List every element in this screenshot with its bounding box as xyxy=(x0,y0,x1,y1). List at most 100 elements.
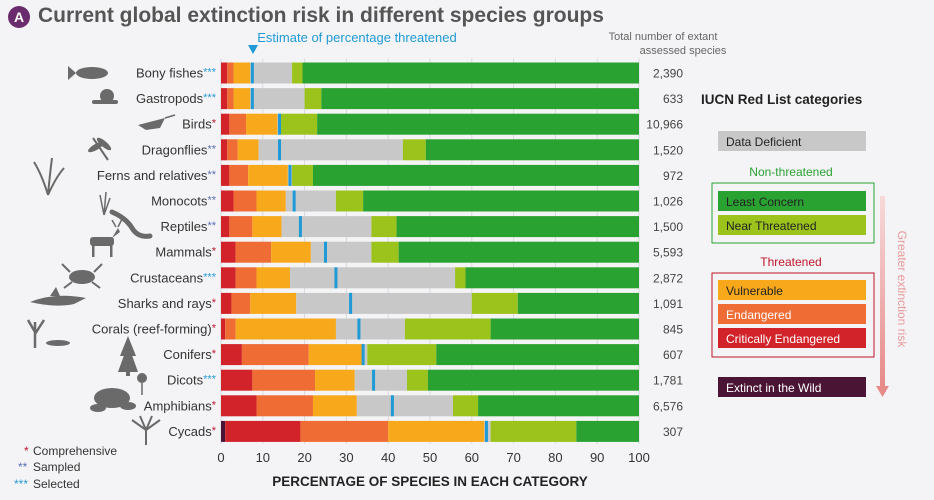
species-total: 845 xyxy=(663,323,683,337)
estimate-arrow-icon xyxy=(248,45,258,54)
x-tick-label: 10 xyxy=(256,450,270,465)
bar-segment-data-deficient xyxy=(354,369,408,391)
bar-segment-least-concern xyxy=(427,369,639,391)
bar-segment-data-deficient xyxy=(250,62,293,84)
bar-segment-critically-endangered xyxy=(225,420,301,442)
x-tick-label: 20 xyxy=(297,450,311,465)
bar-segment-least-concern xyxy=(436,344,639,366)
bar-segment-least-concern xyxy=(321,88,639,110)
row-label-crustaceans: Crustaceans*** xyxy=(130,270,217,285)
legend-swatch-near-threatened xyxy=(718,215,866,235)
legend-swatch-least-concern xyxy=(718,191,866,211)
fish-icon xyxy=(68,66,108,80)
row-label-reptiles: Reptiles** xyxy=(160,219,216,234)
bar-segment-near-threatened xyxy=(407,369,428,391)
row-label-amphibians: Amphibians* xyxy=(144,398,217,413)
legend-swatch-data-deficient xyxy=(718,131,866,151)
x-tick-label: 80 xyxy=(548,450,562,465)
footnote-comprehensive-mark: * xyxy=(24,444,29,458)
bar-segment-data-deficient xyxy=(363,344,368,366)
bar-segment-vulnerable xyxy=(256,190,286,212)
bar-segment-endangered xyxy=(227,62,234,84)
bar-segment-least-concern xyxy=(363,190,639,212)
estimate-marker xyxy=(278,139,282,161)
non-threatened-box xyxy=(711,182,875,244)
bar-segment-least-concern xyxy=(465,267,639,289)
bar-segment-critically-endangered xyxy=(221,62,228,84)
x-tick-label: 0 xyxy=(217,450,224,465)
row-label-dicots: Dicots*** xyxy=(167,373,217,388)
bar-segment-vulnerable xyxy=(315,369,355,391)
estimate-marker xyxy=(250,88,254,110)
shark-icon xyxy=(30,287,86,306)
bar-segment-least-concern xyxy=(398,241,639,263)
x-tick-label: 50 xyxy=(423,450,437,465)
fern-icon xyxy=(33,157,65,196)
legend-label-endangered: Endangered xyxy=(726,308,791,322)
x-tick-label: 100 xyxy=(628,450,650,465)
bar-segment-data-deficient xyxy=(281,216,372,238)
total-header-line-2: assessed species xyxy=(640,45,727,57)
footnote-comprehensive: Comprehensive xyxy=(33,444,117,458)
risk-gradient-bar xyxy=(880,196,885,386)
row-label-birds: Birds* xyxy=(182,117,217,132)
bar-segment-near-threatened xyxy=(371,216,397,238)
estimate-marker xyxy=(372,369,376,391)
legend-label-least-concern: Least Concern xyxy=(726,195,804,209)
bird-icon xyxy=(138,114,176,130)
footnote-selected-mark: *** xyxy=(14,477,28,491)
bar-segment-endangered xyxy=(225,318,236,340)
species-total: 1,091 xyxy=(653,297,683,311)
bar-segment-near-threatened xyxy=(455,267,466,289)
row-label-monocots: Monocots** xyxy=(151,194,217,209)
bar-segment-critically-endangered xyxy=(221,216,230,238)
bar-segment-endangered xyxy=(233,190,257,212)
bar-segment-extinct-in-the-wild xyxy=(221,420,226,442)
bar-segment-vulnerable xyxy=(252,216,282,238)
estimate-marker xyxy=(484,420,488,442)
legend-swatch-extinct-in-the-wild xyxy=(718,377,866,397)
bar-segment-endangered xyxy=(231,292,251,314)
bar-segment-data-deficient xyxy=(285,190,336,212)
estimate-marker xyxy=(390,395,394,417)
estimate-label: Estimate of percentage threatened xyxy=(257,30,456,45)
title-badge: A xyxy=(8,6,30,28)
bar-segment-vulnerable xyxy=(312,395,357,417)
footnotes: * Comprehensive ** Sampled *** Selected xyxy=(14,444,117,491)
bar-segment-endangered xyxy=(300,420,389,442)
cycad-icon xyxy=(131,415,161,445)
species-totals: 2,390 633 10,966 1,520 972 1,026 1,500 5,593 2,8… xyxy=(646,67,683,439)
legend-swatch-critically-endangered xyxy=(718,328,866,348)
bar-segment-least-concern xyxy=(576,420,639,442)
x-axis-label: PERCENTAGE OF SPECIES IN EACH CATEGORY xyxy=(272,474,588,489)
bar-segment-near-threatened xyxy=(292,164,313,186)
bar-segment-endangered xyxy=(227,139,238,161)
row-label-conifers: Conifers* xyxy=(163,347,216,362)
bar-segment-vulnerable xyxy=(271,241,311,263)
bar-segment-data-deficient xyxy=(250,88,305,110)
species-total: 10,966 xyxy=(646,118,683,132)
legend-label-extinct-in-the-wild: Extinct in the Wild xyxy=(726,381,821,395)
bar-segment-near-threatened xyxy=(304,88,322,110)
bar-segment-near-threatened xyxy=(335,190,364,212)
row-label-corals-reef-forming: Corals (reef-forming)* xyxy=(92,322,217,337)
bar-segment-near-threatened xyxy=(279,113,318,135)
estimate-marker xyxy=(324,241,327,263)
bar-segment-data-deficient xyxy=(310,241,372,263)
estimate-marker xyxy=(334,267,338,289)
species-total: 1,500 xyxy=(653,220,683,234)
species-icons xyxy=(26,66,176,445)
bar-segment-critically-endangered xyxy=(221,395,257,417)
bar-segment-near-threatened xyxy=(452,395,479,417)
row-label-sharks-and-rays: Sharks and rays* xyxy=(118,296,217,311)
bar-segment-data-deficient xyxy=(258,139,403,161)
bar-segment-endangered xyxy=(252,369,316,391)
bar-segment-endangered xyxy=(235,267,257,289)
bar-segment-endangered xyxy=(241,344,309,366)
species-total: 972 xyxy=(663,169,683,183)
bar-segment-near-threatened xyxy=(371,241,399,263)
legend-swatch-vulnerable xyxy=(718,280,866,300)
estimate-marker xyxy=(298,216,302,238)
legend-label-near-threatened: Near Threatened xyxy=(726,219,817,233)
legend-label-critically-endangered: Critically Endangered xyxy=(726,332,840,346)
